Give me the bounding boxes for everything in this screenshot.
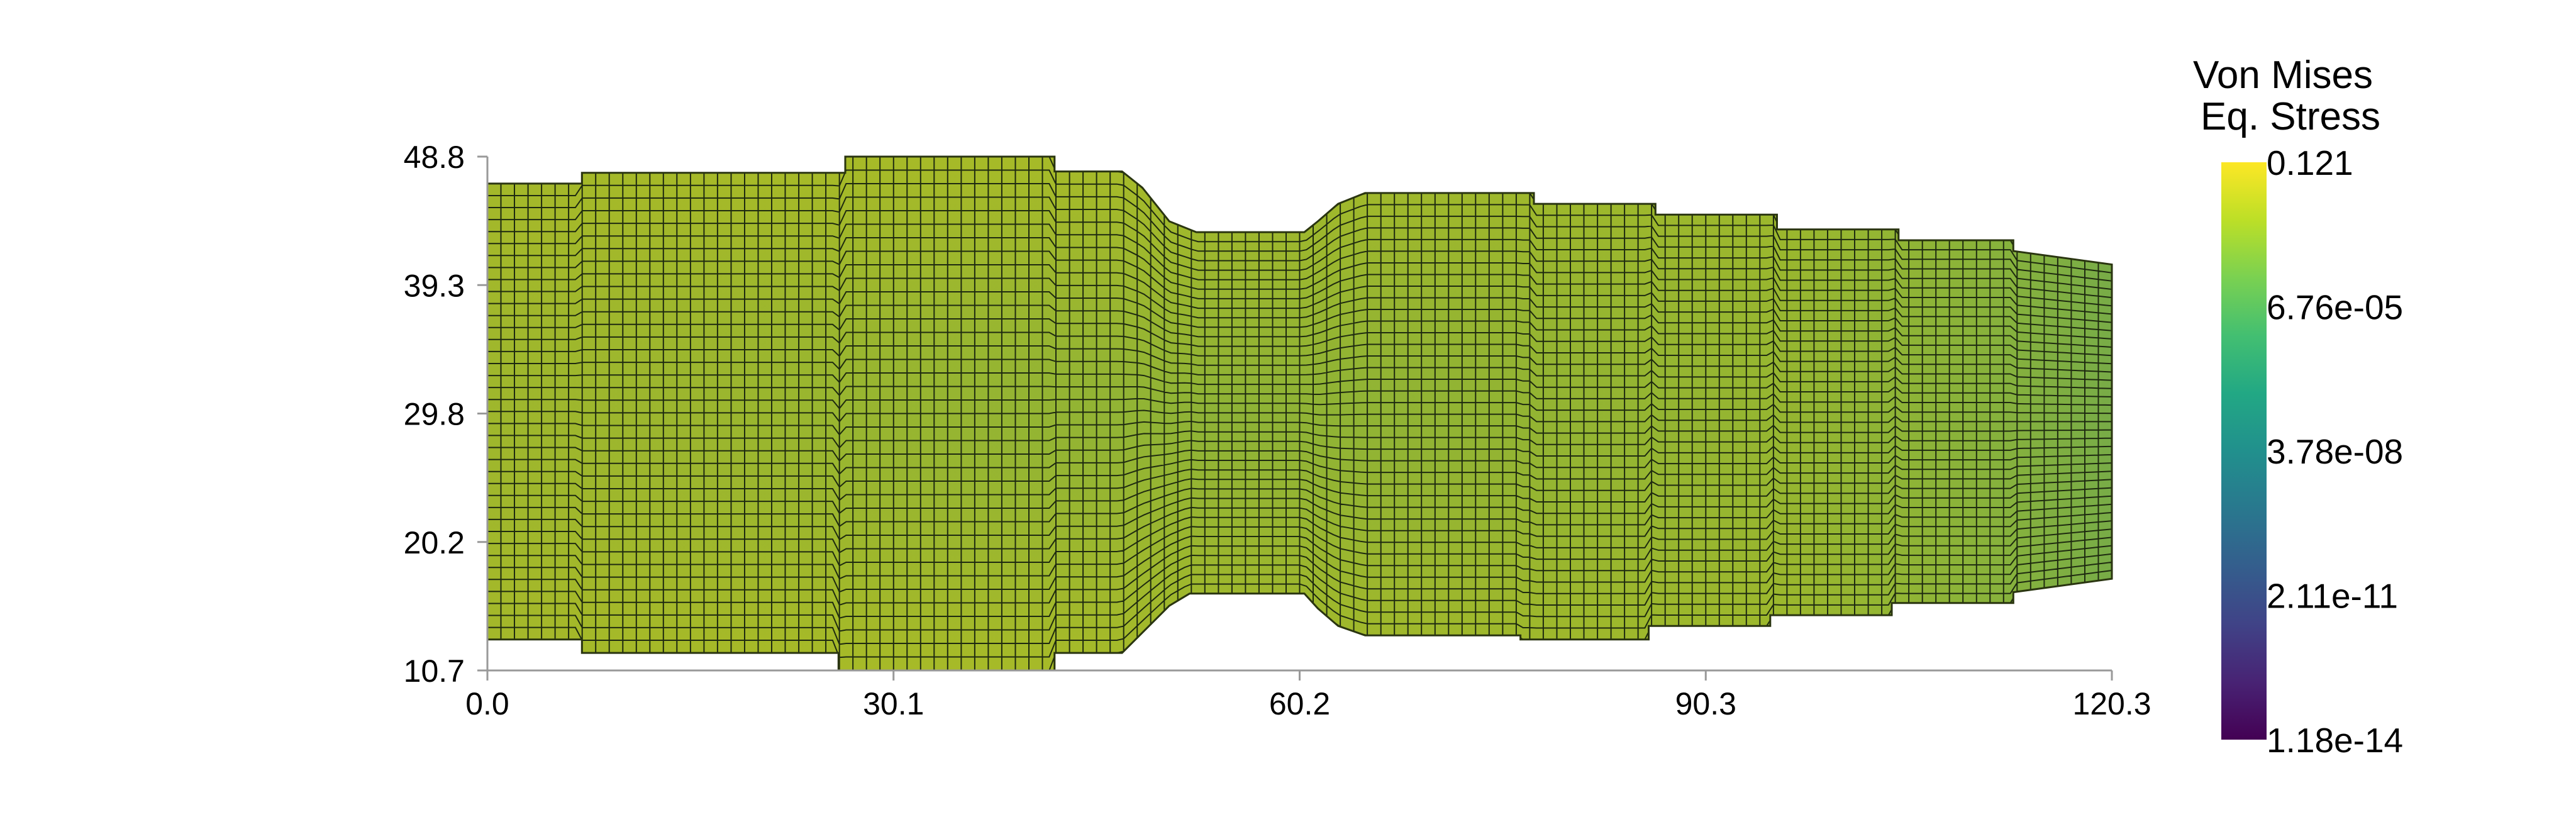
x-tick-label: 60.2 [1269, 686, 1330, 721]
colorbar-label: 1.18e-14 [2267, 721, 2403, 760]
mesh-grid-lines [487, 157, 2112, 670]
colorbar-label: 3.78e-08 [2267, 432, 2403, 471]
x-tick-label: 90.3 [1675, 686, 1736, 721]
mesh-region [487, 157, 2112, 670]
y-tick-label: 20.2 [404, 525, 465, 560]
axes: 0.0 30.1 60.2 90.3 120.3 10.7 20.2 29.8 39.3 48.8 [404, 140, 2151, 721]
y-tick-label: 10.7 [404, 653, 465, 689]
colorbar-title-line-1: Von Mises [2193, 53, 2373, 97]
colorbar-gradient [2221, 162, 2267, 740]
colorbar-title-line-2: Eq. Stress [2201, 95, 2380, 138]
mesh-outline [486, 155, 2113, 672]
colorbar: Von Mises Eq. Stress 0.121 6.76e-05 3.78e-… [2193, 53, 2403, 760]
y-tick-label: 48.8 [404, 140, 465, 175]
colorbar-label: 6.76e-05 [2267, 288, 2403, 327]
x-tick-label: 120.3 [2072, 686, 2151, 721]
x-tick-label: 30.1 [863, 686, 924, 721]
colorbar-label: 2.11e-11 [2267, 577, 2398, 616]
y-tick-label: 39.3 [404, 268, 465, 303]
colorbar-label: 0.121 [2267, 143, 2353, 182]
x-tick-label: 0.0 [465, 686, 509, 721]
y-tick-label: 29.8 [404, 397, 465, 432]
